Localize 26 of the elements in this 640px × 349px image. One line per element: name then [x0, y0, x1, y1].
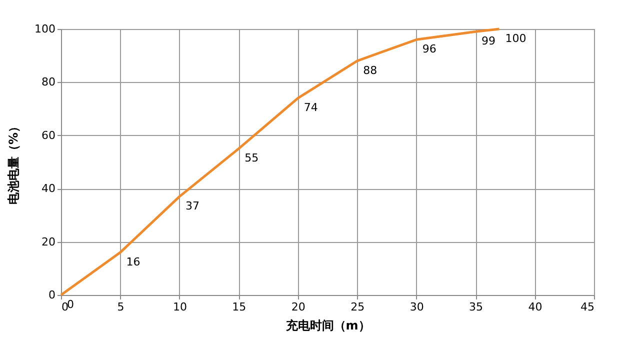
x-tick-label: 15 — [232, 300, 246, 314]
data-label: 16 — [126, 255, 140, 268]
y-axis-title: 电池电量（%） — [6, 120, 21, 205]
data-label: 74 — [304, 101, 318, 114]
data-label: 55 — [244, 152, 259, 165]
y-tick-label: 0 — [48, 288, 56, 302]
x-tick-label: 20 — [291, 300, 306, 314]
y-tick-label: 20 — [42, 235, 56, 248]
x-tick-label: 10 — [172, 300, 187, 314]
x-tick-label: 0 — [62, 300, 68, 314]
x-tick-label: 35 — [469, 300, 484, 314]
x-tick-label: 25 — [350, 300, 365, 314]
y-tick-label: 60 — [42, 128, 56, 142]
data-label: 100 — [505, 32, 526, 45]
y-tick-label: 100 — [34, 22, 56, 36]
x-axis-title: 充电时间（m） — [284, 318, 370, 332]
y-tick-label: 80 — [42, 76, 56, 89]
data-label: 99 — [482, 34, 496, 48]
x-tick-label: 40 — [528, 300, 542, 314]
data-label: 88 — [363, 64, 378, 77]
y-tick-label: 40 — [42, 182, 56, 196]
data-label: 37 — [185, 200, 200, 213]
data-label: 96 — [422, 42, 436, 56]
x-tick-label: 30 — [410, 300, 424, 314]
x-tick-label: 45 — [580, 300, 594, 314]
x-tick-label: 5 — [117, 300, 124, 314]
